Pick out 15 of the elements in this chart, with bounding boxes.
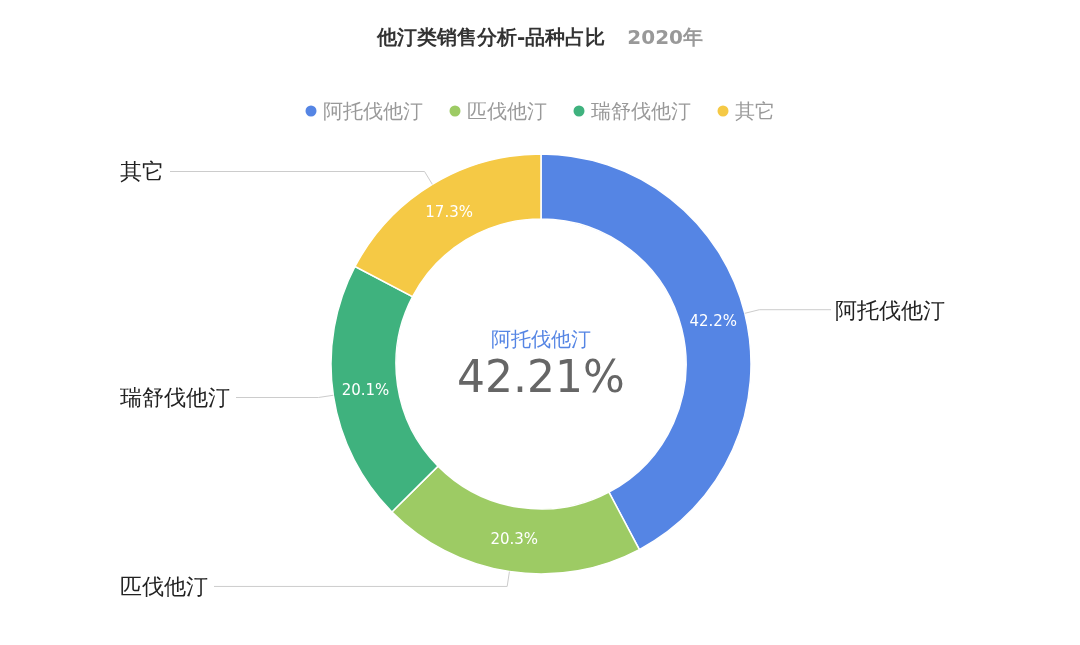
legend-label: 其它 (735, 99, 775, 123)
text: 42.21% (457, 351, 625, 402)
slice-label: 其它 (120, 159, 164, 185)
slice-label: 阿托伐他汀 (835, 297, 945, 323)
slice-label: 瑞舒伐他汀 (120, 385, 230, 411)
data-label: 42.2% (689, 312, 738, 331)
data-label: 17.3% (425, 203, 473, 222)
legend-label: 匹伐他汀 (467, 99, 547, 123)
data-label: 20.1% (341, 381, 390, 400)
data-label: 20.3% (490, 530, 539, 549)
slice-label: 匹伐他汀 (120, 574, 208, 600)
legend-label: 瑞舒伐他汀 (591, 99, 691, 123)
text: 阿托伐他汀 (491, 327, 591, 351)
legend-label: 阿托伐他汀 (323, 99, 423, 123)
title: 他汀类销售分析-品种占比 2020年 (377, 25, 703, 49)
